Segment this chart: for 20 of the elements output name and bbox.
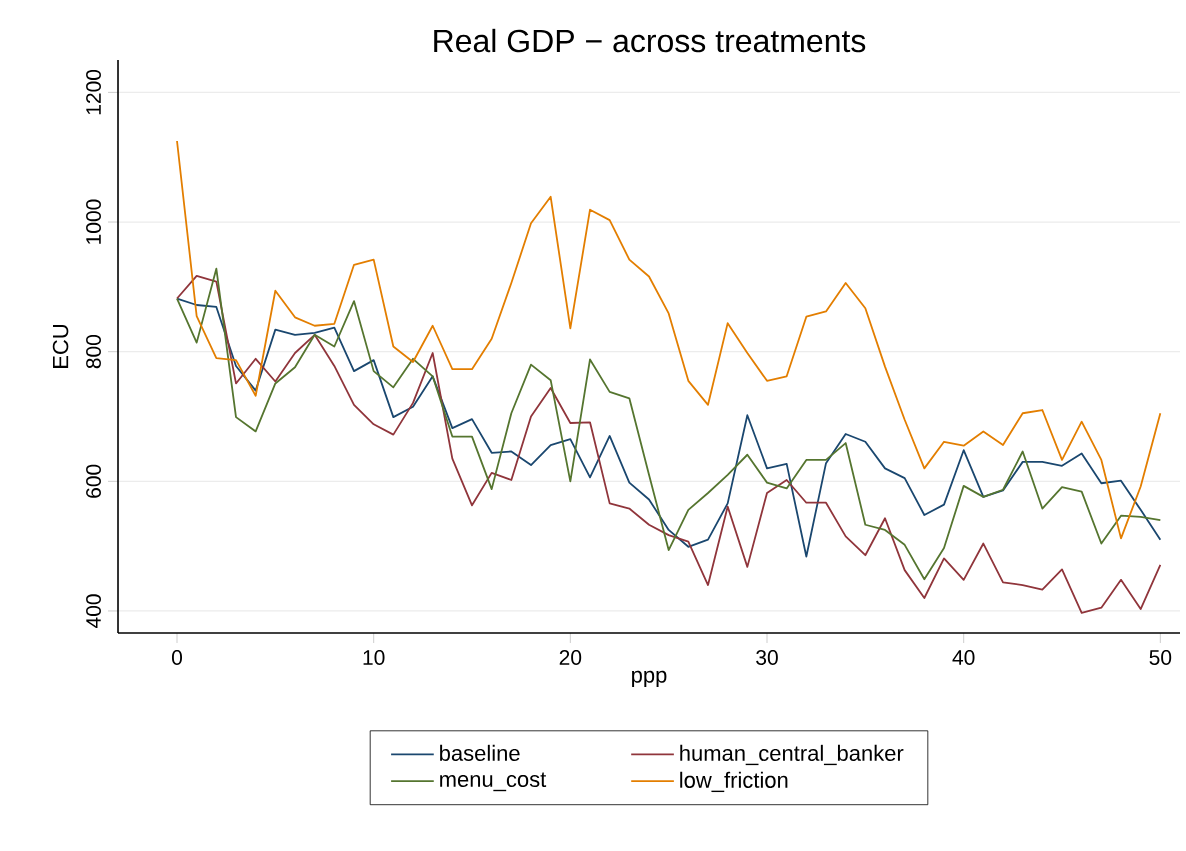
x-tick-label: 0 xyxy=(171,650,183,665)
chart-title: Real GDP − across treatments xyxy=(434,28,866,53)
x-tick-label: 10 xyxy=(363,650,385,665)
legend-label: baseline xyxy=(440,744,520,761)
legend-label: human_central_banker xyxy=(680,744,904,766)
legend-label: menu_cost xyxy=(440,772,547,792)
x-tick-label: 20 xyxy=(559,650,582,665)
y-tick-label: 400 xyxy=(86,594,101,629)
y-tick-label: 1200 xyxy=(86,69,101,115)
x-tick-label: 50 xyxy=(1149,650,1172,665)
x-tick-label: 40 xyxy=(952,650,975,665)
y-tick-label: 600 xyxy=(86,464,101,498)
line-series xyxy=(176,140,1162,540)
legend-label: low_friction xyxy=(680,771,788,793)
x-axis-title: ppp xyxy=(632,670,667,688)
y-axis-title: ECU xyxy=(52,324,69,368)
y-tick-label: 1000 xyxy=(86,199,101,244)
x-tick-label: 30 xyxy=(756,650,778,665)
y-tick-label: 800 xyxy=(86,334,101,369)
line-series xyxy=(176,297,1162,558)
